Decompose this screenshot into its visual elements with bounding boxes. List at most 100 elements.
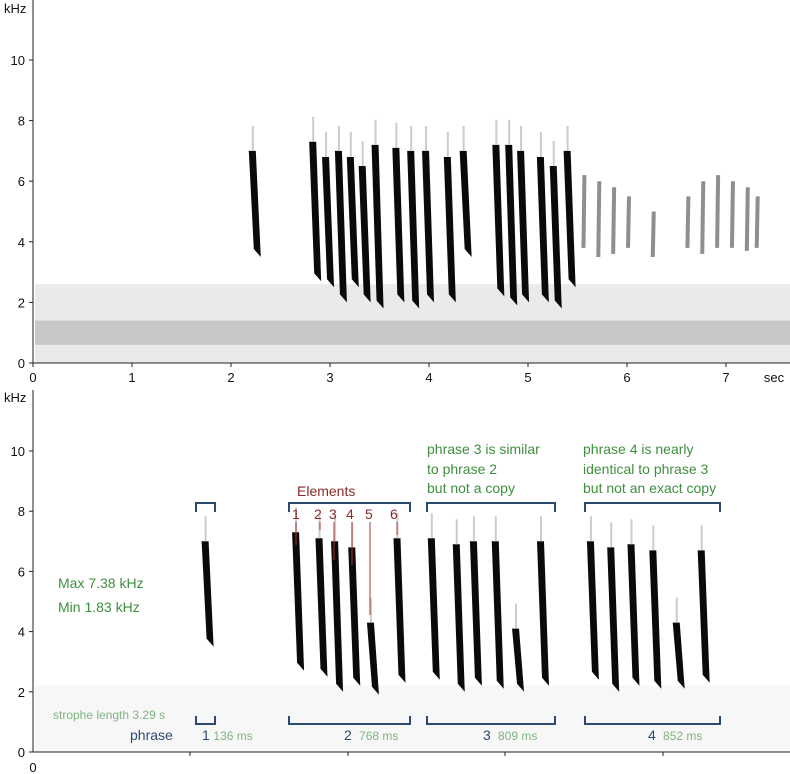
phrase-bracket-top — [584, 502, 721, 512]
min-frequency: Min 1.83 kHz — [58, 599, 140, 615]
syllable-mark — [649, 550, 662, 689]
syllable-mark — [452, 544, 465, 692]
x-tick-label: 5 — [524, 370, 531, 385]
phrase-bracket-bottom — [426, 716, 556, 725]
strophe-label: strophe length — [53, 708, 130, 722]
syllable-mark — [505, 144, 518, 306]
syllable-mark — [672, 622, 685, 689]
phrase-bracket-top — [288, 502, 411, 512]
syllable-mark — [626, 196, 631, 248]
syllable-mark — [517, 150, 530, 303]
x-tick-label: 2 — [227, 370, 234, 385]
syllable-mark — [346, 156, 359, 288]
syllable-mark — [596, 181, 602, 257]
element-number: 2 — [314, 506, 322, 522]
syllable-mark — [536, 156, 549, 303]
strophe-value: 3.29 s — [132, 708, 166, 722]
syllable-mark — [427, 538, 440, 680]
phrase-bracket-top — [195, 502, 216, 512]
y-tick-label: 0 — [18, 356, 25, 371]
syllable-mark — [331, 541, 344, 692]
phrase4-note-line: but not an exact copy — [583, 480, 717, 496]
syllable-mark — [248, 150, 261, 257]
element-number: 5 — [365, 506, 373, 522]
syllable-mark — [201, 541, 214, 647]
phrase3-note-line: phrase 3 is similar — [427, 441, 540, 457]
y-tick-label: 10 — [11, 444, 25, 459]
syllable-mark — [309, 141, 322, 282]
syllable-mark — [315, 538, 328, 677]
phrase-number: 4 — [648, 727, 656, 743]
y-tick-label: 6 — [18, 174, 25, 189]
syllable-mark — [607, 547, 620, 692]
phrase-4: 4 852 ms — [648, 727, 702, 743]
y-tick-label: 0 — [18, 745, 25, 760]
noise-band-dense — [35, 320, 790, 345]
y-tick-label: 6 — [18, 564, 25, 579]
syllable-mark — [322, 156, 335, 288]
syllable-mark — [586, 541, 599, 680]
phrase-duration: 809 ms — [498, 729, 538, 743]
syllable-mark — [292, 532, 305, 671]
syllable-mark — [422, 150, 435, 303]
element-number: 3 — [329, 506, 337, 522]
syllable-mark — [469, 541, 482, 686]
syllable-mark — [537, 541, 549, 686]
syllable-mark — [491, 541, 504, 689]
strophe-length-label: strophe length 3.29 s — [53, 708, 165, 722]
syllable-mark — [627, 544, 640, 686]
phrase-bracket-top — [426, 502, 556, 512]
phrase-duration: 852 ms — [663, 729, 703, 743]
element-number: 4 — [346, 506, 354, 522]
y-axis-label: kHz — [4, 1, 26, 16]
x-tick-label: 0 — [29, 760, 36, 774]
y-tick-label: 10 — [11, 53, 25, 68]
x-tick-label: 7 — [722, 370, 729, 385]
syllable-mark — [650, 211, 656, 257]
syllable-mark — [512, 628, 525, 692]
phrase-number: 1 — [202, 727, 210, 743]
syllable-mark — [715, 175, 721, 248]
syllable-mark — [744, 187, 750, 251]
y-tick-label: 4 — [18, 235, 25, 250]
x-tick-label: 4 — [425, 370, 432, 385]
phrase-duration: 768 ms — [359, 729, 399, 743]
phrase4-note-line: identical to phrase 3 — [583, 461, 709, 477]
phrase-bracket-bottom — [195, 716, 216, 725]
phrase-duration: 136 ms — [213, 729, 253, 743]
y-tick-label: 2 — [18, 295, 25, 310]
x-tick-label: 3 — [326, 370, 333, 385]
x-tick-label: 6 — [623, 370, 630, 385]
x-tick-label: 0 — [29, 370, 36, 385]
y-tick-label: 4 — [18, 625, 25, 640]
syllable-mark — [443, 156, 456, 303]
phrase-2: 2 768 ms — [344, 727, 398, 743]
y-tick-label: 8 — [18, 114, 25, 129]
elements-label: Elements — [297, 483, 356, 499]
syllable-mark — [393, 538, 406, 683]
y-tick-label: 8 — [18, 504, 25, 519]
y-axis-label: kHz — [4, 390, 26, 405]
syllable-mark — [729, 181, 735, 248]
phrase3-note-line: to phrase 2 — [427, 461, 498, 477]
syllable-mark — [685, 196, 691, 248]
phrase-number: 3 — [483, 727, 491, 743]
max-frequency: Max 7.38 kHz — [58, 575, 144, 591]
syllable-mark — [492, 144, 505, 297]
syllable-mark — [754, 196, 760, 248]
syllable-mark — [358, 166, 371, 303]
syllable-mark — [371, 144, 384, 309]
syllable-mark — [459, 150, 472, 257]
x-axis-label: sec — [764, 370, 785, 385]
phrase-bracket-bottom — [288, 716, 411, 725]
syllable-mark — [563, 150, 576, 288]
phrase3-note-line: but not a copy — [427, 480, 515, 496]
syllable-mark — [581, 175, 587, 248]
phrase-number: 2 — [344, 727, 352, 743]
syllable-mark — [549, 166, 562, 309]
syllable-mark — [334, 150, 347, 303]
x-tick-label: 1 — [128, 370, 135, 385]
syllable-mark — [700, 181, 706, 254]
